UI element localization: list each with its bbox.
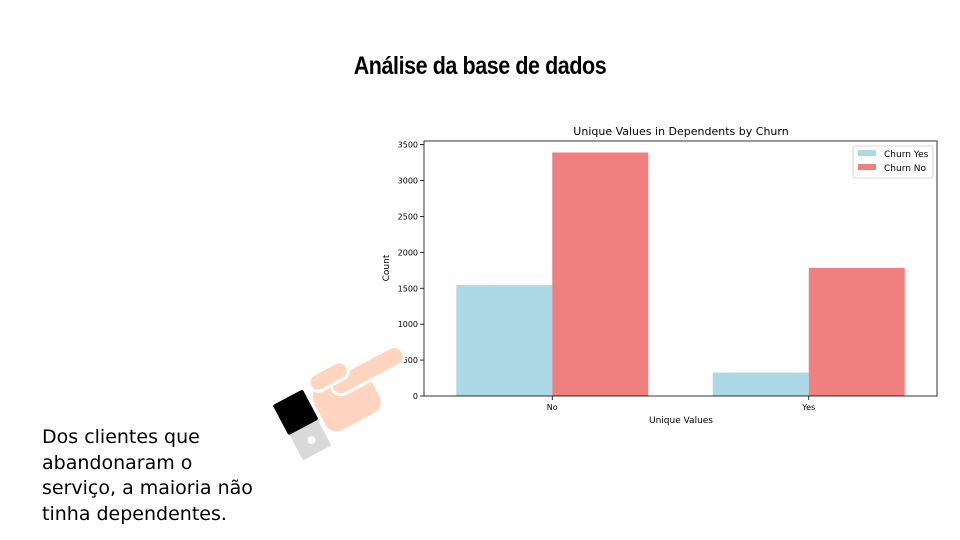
bar-churn-no-no — [552, 152, 649, 396]
hand-thumb — [307, 360, 350, 393]
pointing-hand-icon — [273, 345, 406, 462]
y-tick-label-1000: 1000 — [398, 320, 418, 329]
legend-swatch-churn-no — [858, 164, 876, 170]
x-tick-label-no: No — [547, 403, 558, 412]
legend-label-churn-yes: Churn Yes — [884, 150, 929, 160]
plot-frame — [423, 140, 938, 397]
slide-title: Análise da base de dados — [353, 52, 607, 80]
plot-area: 0 500 1000 1500 2000 2500 3000 3500 No Yes — [398, 141, 905, 412]
y-tick-label-3000: 3000 — [398, 177, 418, 186]
hand-index-finger — [329, 345, 406, 397]
x-axis-label: Unique Values — [649, 416, 713, 426]
cuff-button — [307, 436, 316, 445]
dependents-churn-chart: Unique Values in Dependents by Churn Uni… — [370, 118, 950, 442]
y-tick-label-2500: 2500 — [398, 212, 418, 221]
y-tick-label-3500: 3500 — [398, 141, 418, 150]
bar-churn-no-yes — [808, 267, 905, 396]
slide-caption: Dos clientes que abandonaram o serviço, … — [42, 426, 253, 525]
x-tick-label-yes: Yes — [801, 403, 815, 412]
y-tick-label-0: 0 — [413, 392, 418, 401]
chart-svg: Unique Values in Dependents by Churn Uni… — [382, 125, 938, 426]
y-tick-label-1500: 1500 — [398, 284, 418, 293]
bar-churn-yes-yes — [712, 372, 809, 396]
y-axis-label: Count — [382, 254, 392, 281]
hand-sleeve-black — [273, 390, 318, 435]
chart-title: Unique Values in Dependents by Churn — [573, 125, 788, 138]
y-tick-label-500: 500 — [403, 356, 418, 365]
legend-label-churn-no: Churn No — [884, 164, 927, 174]
pointing-hand-illustration — [270, 335, 420, 474]
y-tick-label-2000: 2000 — [398, 248, 418, 257]
legend-swatch-churn-yes — [858, 150, 876, 156]
legend: Churn Yes Churn No — [852, 145, 934, 179]
bar-churn-yes-no — [456, 285, 553, 396]
